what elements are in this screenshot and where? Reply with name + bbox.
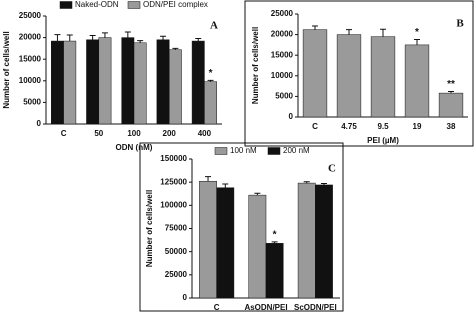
bar <box>168 49 182 125</box>
bar <box>297 182 316 299</box>
bar <box>98 37 112 125</box>
y-tick-label: 15000 <box>19 54 42 63</box>
error-bar <box>207 79 214 82</box>
x-tick-label: AsODN/PEI <box>244 303 287 312</box>
bar <box>199 180 217 299</box>
legend-label: 200 nM <box>283 146 310 155</box>
x-tick-label: ScODN/PEI <box>294 303 337 312</box>
y-tick-label: 75000 <box>165 224 188 233</box>
bar <box>265 243 284 299</box>
x-tick-label: 9.5 <box>377 122 389 131</box>
panel-label: B <box>456 18 464 30</box>
error-bar <box>380 28 386 37</box>
y-tick-label: 0 <box>289 112 294 121</box>
y-tick-label: 125000 <box>160 177 187 186</box>
bar <box>191 40 205 125</box>
bar <box>404 44 430 118</box>
error-bar <box>346 29 352 35</box>
bar <box>51 40 64 125</box>
bar <box>248 194 267 299</box>
error-bar <box>448 90 454 94</box>
x-tick-label: 200 <box>163 129 177 138</box>
error-bar <box>312 25 318 30</box>
error-bar <box>89 34 96 40</box>
y-tick-label: 10000 <box>19 76 42 85</box>
legend-label: ODN/PEI complex <box>143 0 208 9</box>
bar <box>156 39 170 125</box>
y-tick-label: 20000 <box>271 30 294 39</box>
panel-label: C <box>328 163 336 175</box>
x-tick-label: C <box>312 122 318 131</box>
x-axis-label: ODN (nM) <box>116 143 153 152</box>
y-tick-label: 50000 <box>165 247 188 256</box>
x-axis-label: PEI (µM) <box>367 136 399 145</box>
annotation: ** <box>447 79 455 90</box>
x-tick-label: 400 <box>198 129 212 138</box>
error-bar <box>54 34 61 42</box>
bar <box>63 40 77 125</box>
y-tick-label: 5000 <box>275 92 293 101</box>
y-tick-label: 25000 <box>19 11 42 20</box>
y-tick-label: 10000 <box>271 71 294 80</box>
y-axis-label: Number of cells/well <box>251 27 260 104</box>
x-tick-label: C <box>61 129 67 138</box>
panel-frame <box>139 142 344 312</box>
error-bar <box>303 181 310 184</box>
x-tick-label: 50 <box>94 129 103 138</box>
error-bar <box>205 176 212 182</box>
x-tick-label: 19 <box>413 122 422 131</box>
bar <box>204 81 217 125</box>
error-bar <box>222 183 229 188</box>
bar <box>86 39 100 125</box>
y-tick-label: 150000 <box>160 154 187 163</box>
error-bar <box>254 192 261 196</box>
bar <box>121 37 135 125</box>
bar <box>315 184 333 299</box>
y-axis-label: Number of cells/well <box>145 190 154 267</box>
legend-swatch <box>59 1 73 9</box>
x-tick-label: C <box>214 303 220 312</box>
legend-swatch <box>214 147 228 155</box>
y-tick-label: 0 <box>183 293 188 302</box>
panel-frame <box>244 0 474 147</box>
annotation: * <box>209 68 213 79</box>
y-tick-label: 5000 <box>23 98 41 107</box>
x-tick-label: 38 <box>447 122 456 131</box>
y-tick-label: 25000 <box>271 9 294 18</box>
legend-swatch <box>267 147 281 155</box>
y-tick-label: 20000 <box>19 33 42 42</box>
error-bar <box>271 241 278 244</box>
legend-label: 100 nM <box>230 146 257 155</box>
error-bar <box>101 32 108 38</box>
annotation: * <box>273 230 277 241</box>
y-tick-label: 15000 <box>271 50 294 59</box>
error-bar <box>160 35 167 40</box>
bar <box>216 187 235 299</box>
y-tick-label: 25000 <box>165 270 188 279</box>
y-tick-label: 0 <box>37 119 42 128</box>
x-tick-label: 100 <box>127 129 141 138</box>
bar <box>370 36 396 118</box>
y-tick-label: 100000 <box>160 200 187 209</box>
y-axis-label: Number of cells/well <box>2 31 11 108</box>
bar <box>302 29 328 118</box>
error-bar <box>124 31 131 38</box>
x-tick-label: 4.75 <box>341 122 357 131</box>
error-bar <box>195 37 202 42</box>
bar <box>133 42 147 125</box>
bar <box>336 34 362 118</box>
error-bar <box>414 39 420 45</box>
legend-swatch <box>127 1 141 9</box>
error-bar <box>66 34 73 42</box>
panel-label: A <box>210 20 218 32</box>
error-bar <box>320 183 327 185</box>
bar <box>438 92 464 118</box>
annotation: * <box>415 27 419 38</box>
error-bar <box>172 47 179 50</box>
legend-label: Naked-ODN <box>75 0 119 9</box>
error-bar <box>137 40 144 43</box>
